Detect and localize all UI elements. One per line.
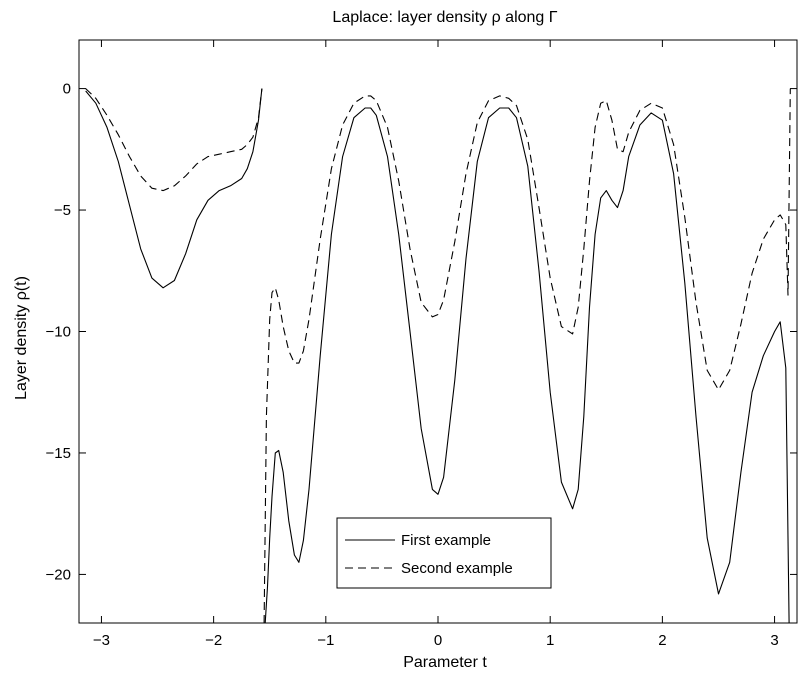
chart-title: Laplace: layer density ρ along Γ — [332, 9, 557, 26]
legend-entry-1: First example — [401, 532, 491, 549]
legend-entry-2: Second example — [401, 560, 513, 577]
x-tick-label: −1 — [317, 632, 334, 649]
y-tick-label: −5 — [54, 202, 71, 219]
x-tick-label: 3 — [770, 632, 778, 649]
plot-area: −3 −2 −1 0 1 2 30−5−10−15−20 — [46, 39, 798, 649]
series-line-2-segment-1 — [85, 88, 263, 192]
x-tick-label: 1 — [546, 632, 554, 649]
legend-box — [336, 517, 552, 589]
legend: First example Second example — [336, 517, 552, 589]
x-tick-label: 0 — [434, 632, 442, 649]
series-group — [85, 88, 791, 623]
x-axis-label: Parameter t — [403, 654, 487, 671]
y-tick-label: −20 — [46, 566, 71, 583]
y-axis-label: Layer density ρ(t) — [13, 276, 30, 400]
series-line-1-segment-2 — [264, 107, 790, 623]
y-tick-label: 0 — [63, 81, 71, 98]
y-tick-label: −15 — [46, 445, 71, 462]
x-tick-label: −2 — [205, 632, 222, 649]
series-line-2-segment-2 — [263, 88, 791, 623]
y-tick-label: −10 — [46, 324, 71, 341]
x-tick-label: −3 — [93, 632, 110, 649]
x-tick-label: 2 — [658, 632, 666, 649]
series-line-1-segment-1 — [85, 88, 263, 289]
